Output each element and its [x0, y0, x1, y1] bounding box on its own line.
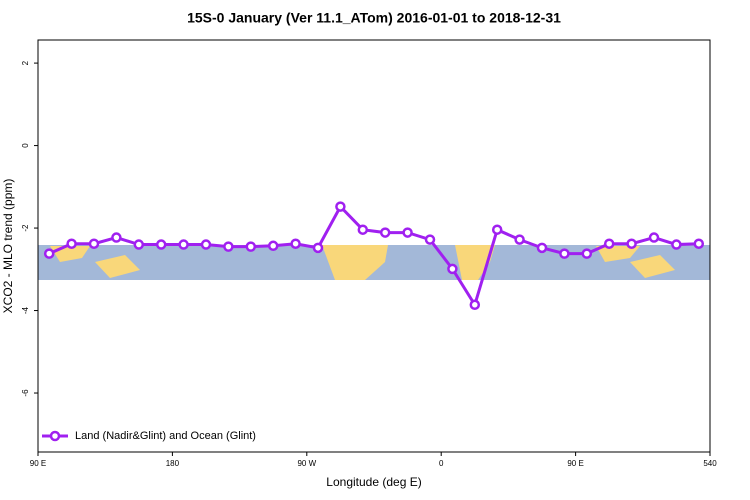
point: [447, 263, 458, 275]
point: [133, 239, 145, 250]
plot-frame: [37, 39, 711, 453]
point: [88, 238, 100, 249]
point: [424, 234, 436, 245]
point: [223, 241, 234, 252]
point: [290, 238, 301, 249]
point: [536, 242, 548, 254]
x-tick-label: 180: [166, 459, 180, 468]
x-axis-label: Longitude (deg E): [326, 475, 421, 489]
point: [379, 227, 391, 238]
point: [648, 232, 660, 243]
point: [469, 299, 481, 311]
point: [111, 232, 122, 243]
y-axis-label: XCO2 - MLO trend (ppm): [1, 179, 15, 314]
point: [178, 239, 189, 250]
point: [626, 238, 637, 249]
x-tick-label: 540: [703, 459, 717, 468]
point: [43, 248, 55, 259]
point: [155, 239, 167, 250]
point: [66, 238, 77, 249]
legend-marker: [49, 430, 61, 442]
x-tick-label: 0: [439, 459, 444, 468]
x-tick-label: 90 E: [567, 459, 583, 468]
point: [581, 248, 593, 259]
point: [267, 240, 279, 252]
point: [559, 248, 570, 259]
point: [245, 241, 257, 252]
y-tick-label: 2: [21, 60, 30, 65]
map-land: [50, 245, 675, 280]
point: [357, 224, 369, 235]
x-tick-label: 90 W: [297, 459, 316, 468]
point: [200, 239, 212, 250]
x-tick-label: 90 E: [30, 459, 46, 468]
point: [603, 238, 615, 249]
chart-title: 15S-0 January (Ver 11.1_ATom) 2016-01-01…: [187, 10, 561, 26]
point: [335, 201, 346, 212]
point: [671, 239, 682, 250]
y-tick-label: -2: [21, 224, 30, 232]
point: [402, 227, 413, 238]
y-tick-label: 0: [21, 143, 30, 148]
legend-label: Land (Nadir&Glint) and Ocean (Glint): [75, 430, 256, 442]
point: [491, 224, 503, 235]
point: [514, 234, 525, 245]
y-tick-label: -4: [21, 306, 30, 314]
point: [693, 238, 705, 249]
point: [312, 242, 324, 254]
y-tick-label: -6: [21, 389, 30, 397]
